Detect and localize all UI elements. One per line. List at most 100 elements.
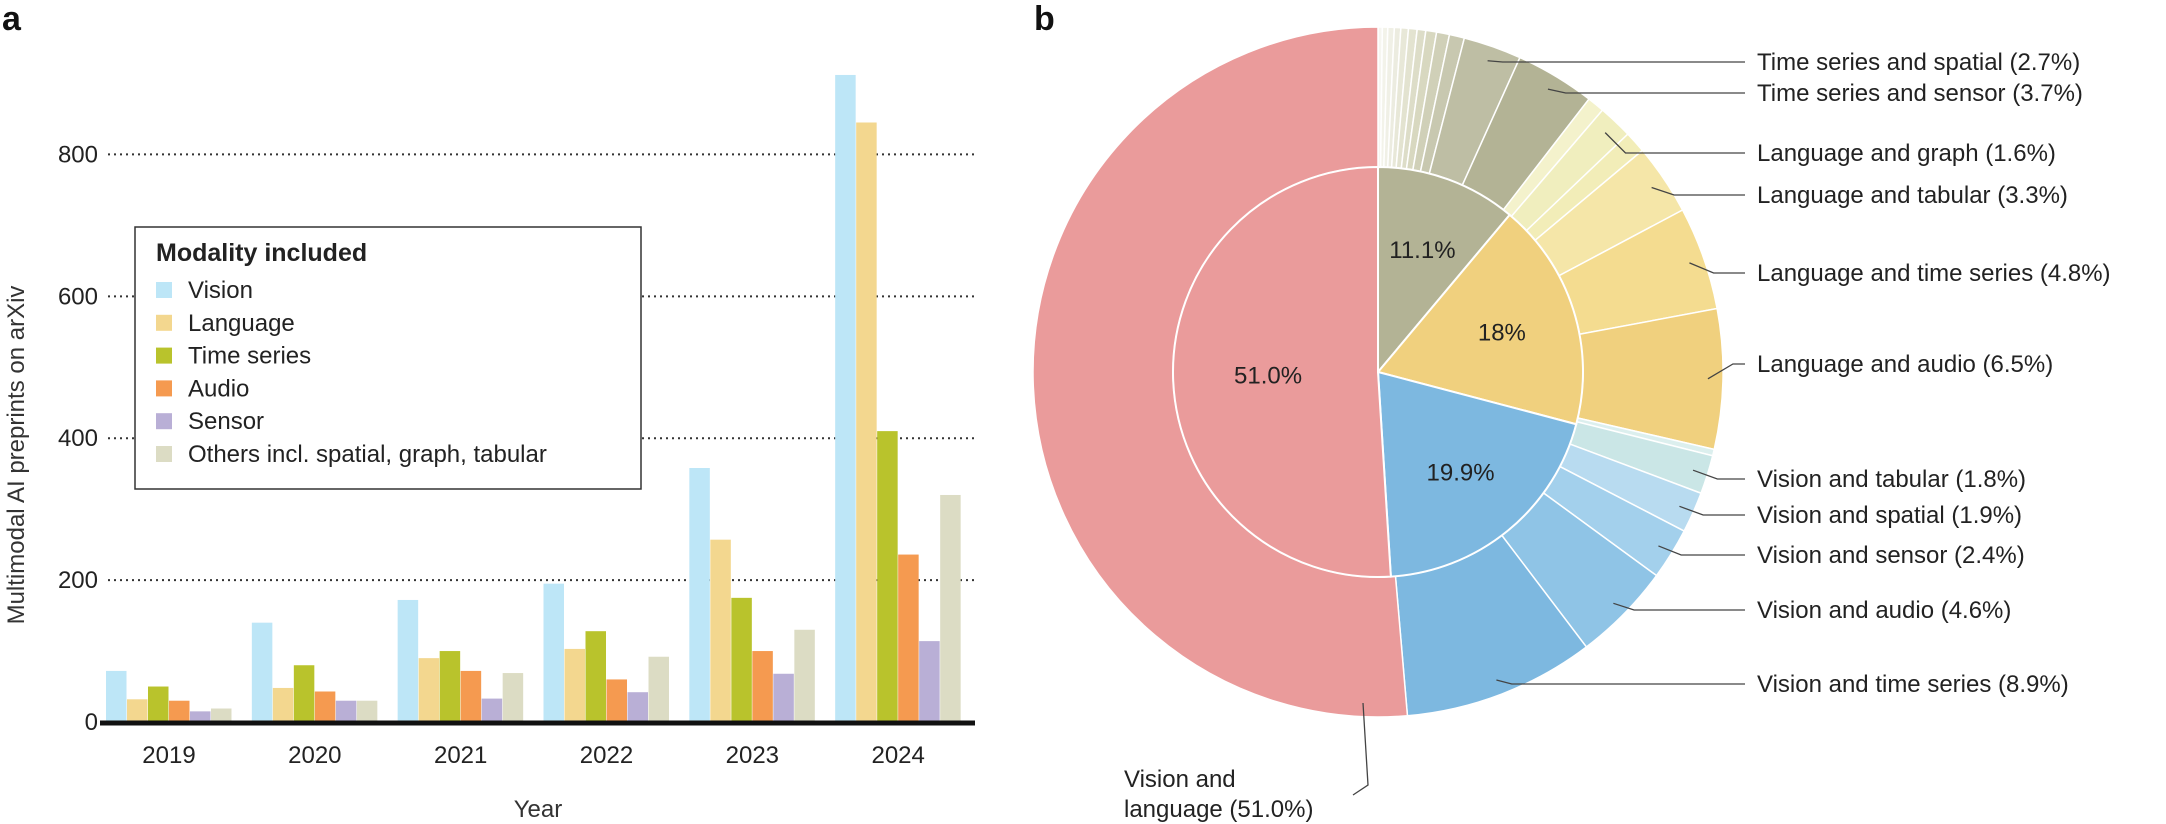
bar-2020-language xyxy=(272,687,294,722)
bar-2022-others xyxy=(648,656,669,722)
bar-2021-vision xyxy=(397,599,419,722)
legend-swatch-audio xyxy=(156,380,172,397)
legend-label-sensor: Sensor xyxy=(188,408,264,435)
panel-letter-a: a xyxy=(2,0,22,38)
leader-language-and-graph xyxy=(1604,132,1745,154)
bar-2022-language xyxy=(564,648,585,722)
bar-2022-vision xyxy=(543,583,564,722)
bar-2023-sensor xyxy=(773,673,794,722)
y-tick-400: 400 xyxy=(58,425,98,452)
legend-label-language: Language xyxy=(188,310,295,337)
leader-lines xyxy=(1352,60,1745,796)
x-tick-2023: 2023 xyxy=(726,742,779,769)
inner-label-language: 18% xyxy=(1478,320,1526,347)
bar-2020-time-series xyxy=(293,665,315,722)
outer-label-vision-and-time-series: Vision and time series (8.9%) xyxy=(1757,671,2069,698)
leader-language-and-tabular xyxy=(1651,186,1745,196)
y-tick-0: 0 xyxy=(85,709,98,736)
x-tick-2022: 2022 xyxy=(580,742,633,769)
y-axis-ticks: 0 200 400 600 800 xyxy=(58,141,98,736)
bar-2024-language xyxy=(856,122,877,722)
bar-2024-sensor xyxy=(919,641,940,722)
bar-2023-audio xyxy=(752,651,773,722)
bar-2019-sensor xyxy=(190,711,211,722)
legend-items: Vision Language Time series Audio Sensor Othe… xyxy=(156,277,547,468)
pie-chart: 11.1% 18% 19.9% 51.0% Time series and spati… xyxy=(1032,26,2111,823)
y-tick-600: 600 xyxy=(58,283,98,310)
inner-labels: 11.1% 18% 19.9% 51.0% xyxy=(1234,237,1526,487)
legend-swatch-vision xyxy=(156,282,172,298)
bar-2019-time-series xyxy=(148,686,169,722)
bar-2024-others xyxy=(940,494,961,722)
legend-title: Modality included xyxy=(156,239,367,267)
bar-2021-audio xyxy=(460,670,482,722)
leader-time-series-and-sensor xyxy=(1547,88,1745,94)
leader-language-and-time-series xyxy=(1689,262,1745,274)
outer-label-language-and-tabular: Language and tabular (3.3%) xyxy=(1757,182,2068,209)
inner-slice-vision xyxy=(1376,370,1578,578)
bar-2022-sensor xyxy=(627,692,648,722)
leader-language-and-audio xyxy=(1707,363,1745,380)
leader-vision-and-spatial xyxy=(1679,505,1745,516)
bar-2022-audio xyxy=(606,679,627,722)
inner-ring xyxy=(1172,165,1584,578)
outer-label-vision-and-sensor: Vision and sensor (2.4%) xyxy=(1757,542,2025,569)
vl-callout-line-1: Vision and xyxy=(1124,766,1236,793)
legend-label-vision: Vision xyxy=(188,277,253,304)
outer-label-vision-and-audio: Vision and audio (4.6%) xyxy=(1757,597,2011,624)
bar-2022-time-series xyxy=(585,631,606,722)
outer-label-language-and-time-series: Language and time series (4.8%) xyxy=(1757,260,2111,287)
vl-callout-line-2: language (51.0%) xyxy=(1124,796,1313,823)
leader-vision-and-sensor xyxy=(1658,545,1745,556)
x-axis-ticks: 2019 2020 2021 2022 2023 2024 xyxy=(142,742,925,769)
bars xyxy=(106,74,961,722)
bar-2023-others xyxy=(794,629,815,722)
bar-2024-time-series xyxy=(877,431,898,722)
x-tick-2020: 2020 xyxy=(288,742,341,769)
leader-vision-and-tabular xyxy=(1692,469,1745,480)
x-tick-2021: 2021 xyxy=(434,742,487,769)
legend-swatch-language xyxy=(156,314,172,331)
legend-label-audio: Audio xyxy=(188,375,249,402)
bar-2019-language xyxy=(127,699,148,722)
y-axis-title: Multimodal AI preprints on arXiv xyxy=(3,286,30,625)
legend-label-time-series: Time series xyxy=(188,343,311,370)
legend-label-others: Others incl. spatial, graph, tabular xyxy=(188,441,547,468)
leader-vision-and-language xyxy=(1352,702,1369,796)
bar-2024-vision xyxy=(835,74,856,722)
legend-swatch-others xyxy=(156,446,172,462)
bar-2021-others xyxy=(502,673,524,722)
bar-2021-sensor xyxy=(481,698,503,722)
outer-label-time-series-and-spatial: Time series and spatial (2.7%) xyxy=(1757,49,2080,76)
inner-label-other: 11.1% xyxy=(1389,237,1455,264)
vision-language-callout: Vision and language (51.0%) xyxy=(1124,766,1313,823)
leader-vision-and-audio xyxy=(1613,602,1745,611)
bar-2023-vision xyxy=(689,468,710,722)
outer-label-time-series-and-sensor: Time series and sensor (3.7%) xyxy=(1757,80,2083,107)
leader-time-series-and-spatial xyxy=(1487,60,1745,63)
bar-2023-time-series xyxy=(731,597,752,722)
leader-vision-and-time-series xyxy=(1496,679,1745,685)
bar-2019-others xyxy=(211,708,232,722)
legend-swatch-sensor xyxy=(156,413,172,430)
bar-2020-vision xyxy=(251,622,273,722)
bar-2023-language xyxy=(710,539,731,722)
bar-2020-audio xyxy=(314,691,336,722)
bar-chart: 0 200 400 600 800 2019 2020 2021 2022 2023 2024 Y… xyxy=(3,74,975,823)
y-tick-200: 200 xyxy=(58,567,98,594)
inner-label-vision: 19.9% xyxy=(1427,459,1495,486)
inner-label-vl: 51.0% xyxy=(1234,362,1302,389)
bar-2021-time-series xyxy=(439,651,461,722)
bar-2024-audio xyxy=(898,554,919,722)
bar-2020-sensor xyxy=(335,700,357,722)
outer-label-vision-and-tabular: Vision and tabular (1.8%) xyxy=(1757,466,2026,493)
legend: Modality included Vision Language Time ser… xyxy=(134,226,642,490)
y-tick-800: 800 xyxy=(58,141,98,168)
inner-slice-language xyxy=(1376,213,1584,426)
panel-letter-b: b xyxy=(1034,0,1055,38)
legend-box xyxy=(134,226,642,490)
outer-label-language-and-audio: Language and audio (6.5%) xyxy=(1757,351,2053,378)
legend-swatch-time-series xyxy=(156,347,172,364)
outer-label-language-and-graph: Language and graph (1.6%) xyxy=(1757,140,2056,167)
